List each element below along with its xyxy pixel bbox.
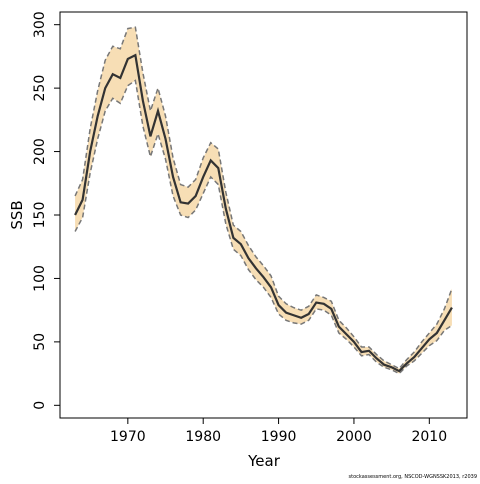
y-axis-label: SSB — [8, 200, 26, 229]
x-tick-label: 1980 — [185, 429, 221, 445]
x-tick-label: 1970 — [110, 429, 146, 445]
x-tick-label: 1990 — [261, 429, 297, 445]
y-tick-label: 150 — [32, 202, 48, 229]
bound-line — [74, 26, 453, 370]
footnote: stockassessment.org, NSCOD-WGNSSK2013, r… — [349, 474, 477, 480]
ssb-line — [74, 53, 453, 373]
y-tick-label: 200 — [32, 138, 48, 165]
y-tick-label: 250 — [32, 75, 48, 102]
y-tick-label: 50 — [32, 333, 48, 351]
y-tick-label: 300 — [32, 11, 48, 38]
y-tick-label: 0 — [32, 401, 48, 410]
x-tick-label: 2000 — [336, 429, 372, 445]
confidence-band — [75, 27, 452, 374]
x-axis-label: Year — [247, 452, 281, 470]
x-tick-label: 2010 — [411, 429, 447, 445]
bound-line — [74, 79, 453, 375]
y-tick-label: 100 — [32, 265, 48, 292]
